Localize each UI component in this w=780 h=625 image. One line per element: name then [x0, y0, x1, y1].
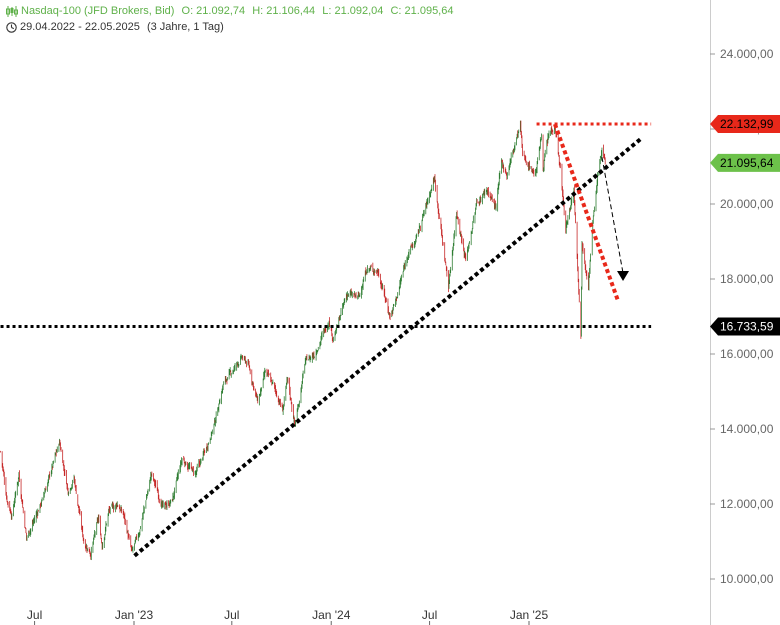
open-value: O: 21.092,74 [181, 5, 246, 17]
candles-icon [6, 5, 18, 17]
last-price-label: 21.095,64 [720, 156, 774, 170]
last-price-label-bg [710, 153, 780, 172]
support-label-bg [710, 317, 780, 336]
header-ohlc: Nasdaq-100 (JFD Brokers, Bid) O: 21.092,… [6, 5, 457, 17]
x-axis: Jul Jan '23 Jul Jan '24 Jul Jan '25 [27, 608, 549, 625]
y-tick-label: 12.000,00 [720, 497, 774, 511]
arrow-head-icon [617, 271, 630, 281]
resistance-label-bg [710, 115, 780, 134]
x-tick-label: Jul [422, 608, 437, 622]
header-range: 29.04.2022 - 22.05.2025 (3 Jahre, 1 Tag) [6, 21, 228, 33]
drawn-lines [0, 122, 652, 558]
x-tick-label: Jan '23 [115, 608, 154, 622]
y-tick-label: 24.000,00 [720, 47, 774, 61]
date-range: 29.04.2022 - 22.05.2025 [20, 21, 140, 33]
candles [0, 120, 606, 561]
x-tick-label: Jan '25 [510, 608, 549, 622]
downtrend-line [553, 123, 620, 301]
y-tick-label: 20.000,00 [720, 197, 774, 211]
y-tick-label: 18.000,00 [720, 272, 774, 286]
period: (3 Jahre, 1 Tag) [146, 21, 224, 33]
projection-line [601, 157, 624, 274]
y-tick-label: 16.000,00 [720, 347, 774, 361]
y-tick-label: 14.000,00 [720, 422, 774, 436]
price-labels: 22.132,99 21.095,64 16.733,59 [710, 115, 780, 336]
x-tick-label: Jul [27, 608, 42, 622]
clock-icon [6, 21, 17, 33]
y-tick-label: 10.000,00 [720, 572, 774, 586]
close-value: C: 21.095,64 [390, 5, 454, 17]
uptrend-line [133, 136, 643, 558]
high-value: H: 21.106,44 [252, 5, 316, 17]
low-value: L: 21.092,04 [322, 5, 384, 17]
resistance-label: 22.132,99 [720, 117, 774, 131]
x-tick-label: Jan '24 [312, 608, 351, 622]
instrument-name: Nasdaq-100 (JFD Brokers, Bid) [21, 5, 175, 17]
support-label: 16.733,59 [720, 319, 774, 333]
x-tick-label: Jul [224, 608, 239, 622]
